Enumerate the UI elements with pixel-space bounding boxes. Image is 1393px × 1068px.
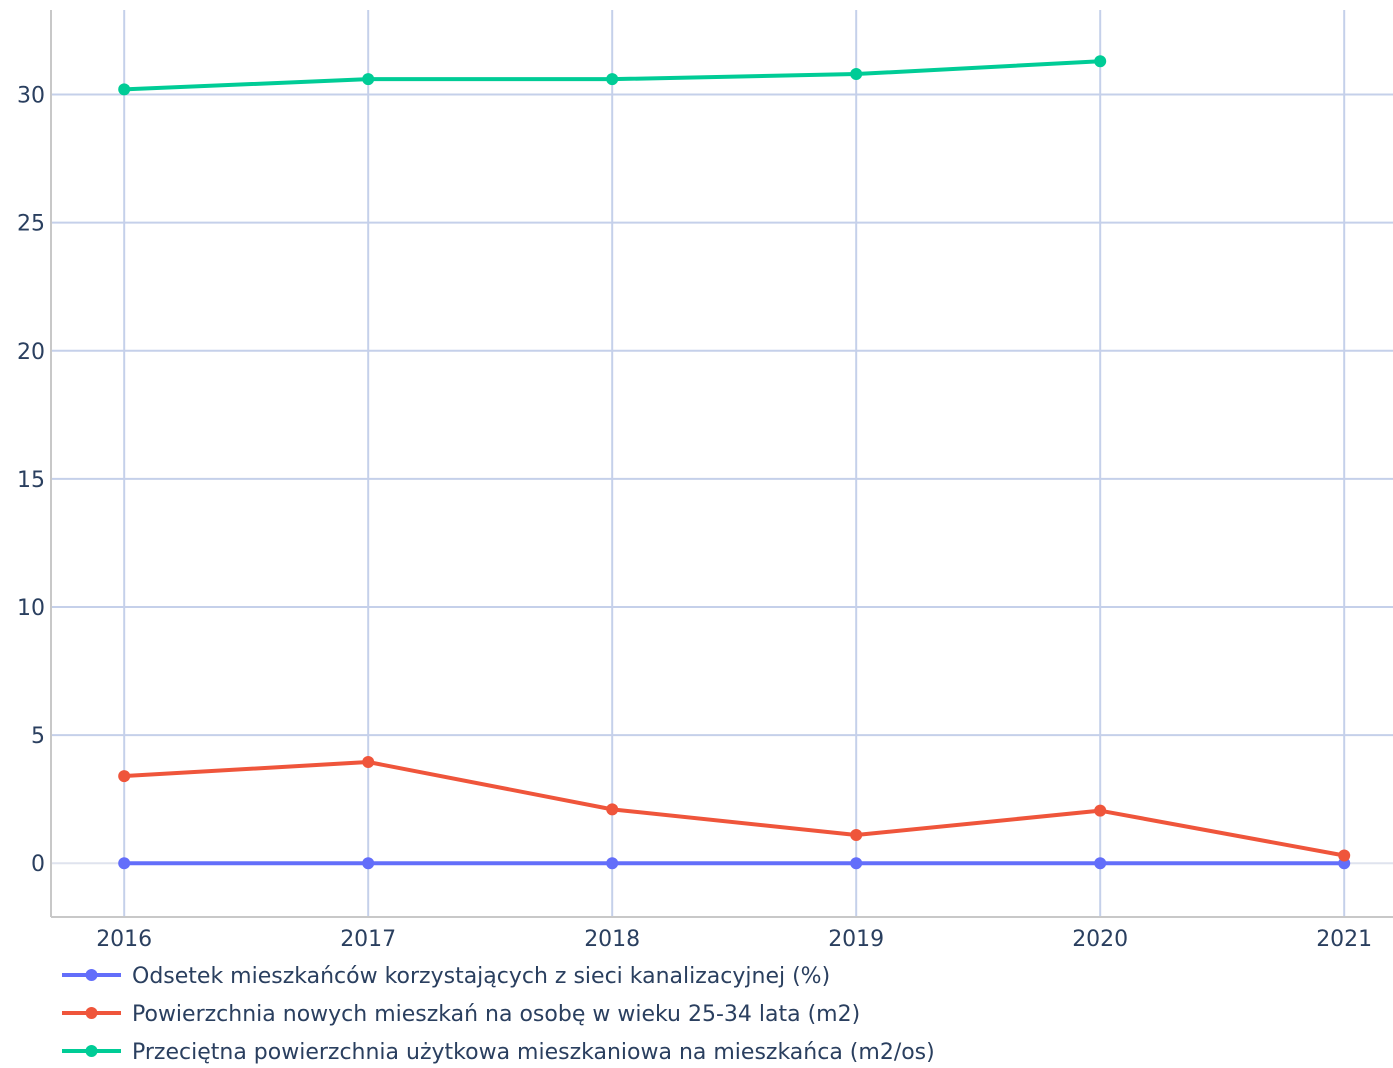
legend[interactable]: Odsetek mieszkańców korzystających z sie… — [62, 964, 935, 1065]
legend-item[interactable]: Przeciętna powierzchnia użytkowa mieszka… — [62, 1040, 935, 1065]
data-point[interactable] — [606, 803, 619, 816]
series-0 — [118, 857, 1351, 870]
y-tick-label: 0 — [31, 852, 45, 877]
legend-swatch-marker — [85, 1045, 98, 1057]
y-tick-label: 30 — [17, 84, 45, 109]
data-point[interactable] — [362, 755, 375, 768]
x-tick-label: 2019 — [828, 927, 884, 952]
legend-item[interactable]: Odsetek mieszkańców korzystających z sie… — [62, 964, 830, 989]
data-point[interactable] — [362, 73, 375, 86]
series-line — [124, 759, 1345, 858]
data-point[interactable] — [606, 73, 619, 86]
x-tick-label: 2020 — [1072, 927, 1128, 952]
x-tick-label: 2021 — [1316, 927, 1372, 952]
data-point[interactable] — [850, 857, 863, 870]
legend-label: Przeciętna powierzchnia użytkowa mieszka… — [132, 1040, 935, 1065]
legend-swatch-marker — [85, 969, 98, 981]
y-tick-label: 15 — [17, 468, 45, 493]
y-tick-label: 5 — [31, 724, 45, 749]
x-tick-label: 2017 — [340, 927, 396, 952]
x-tick-label: 2016 — [96, 927, 152, 952]
y-tick-label: 10 — [17, 596, 45, 621]
series-2 — [118, 55, 1107, 96]
data-point[interactable] — [1094, 55, 1107, 68]
legend-label: Odsetek mieszkańców korzystających z sie… — [132, 964, 830, 989]
series-1 — [118, 755, 1351, 862]
data-point[interactable] — [850, 68, 863, 81]
data-point[interactable] — [1338, 849, 1351, 862]
data-point[interactable] — [1094, 804, 1107, 817]
data-point[interactable] — [362, 857, 375, 870]
data-point[interactable] — [118, 857, 131, 870]
grid-lines — [51, 10, 1393, 917]
data-point[interactable] — [606, 857, 619, 870]
legend-swatch-marker — [85, 1007, 98, 1019]
data-point[interactable] — [1094, 857, 1107, 870]
axes: 0 5 10 15 20 25 30 2016 2017 2018 2019 2020 2021 — [17, 10, 1393, 952]
data-point[interactable] — [118, 770, 131, 783]
x-tick-label: 2018 — [584, 927, 640, 952]
series-lines — [118, 55, 1351, 870]
data-point[interactable] — [850, 829, 863, 842]
legend-item[interactable]: Powierzchnia nowych mieszkań na osobę w … — [62, 1002, 860, 1027]
legend-label: Powierzchnia nowych mieszkań na osobę w … — [132, 1002, 860, 1027]
y-tick-label: 25 — [17, 212, 45, 237]
y-tick-label: 20 — [17, 340, 45, 365]
data-point[interactable] — [118, 83, 131, 96]
